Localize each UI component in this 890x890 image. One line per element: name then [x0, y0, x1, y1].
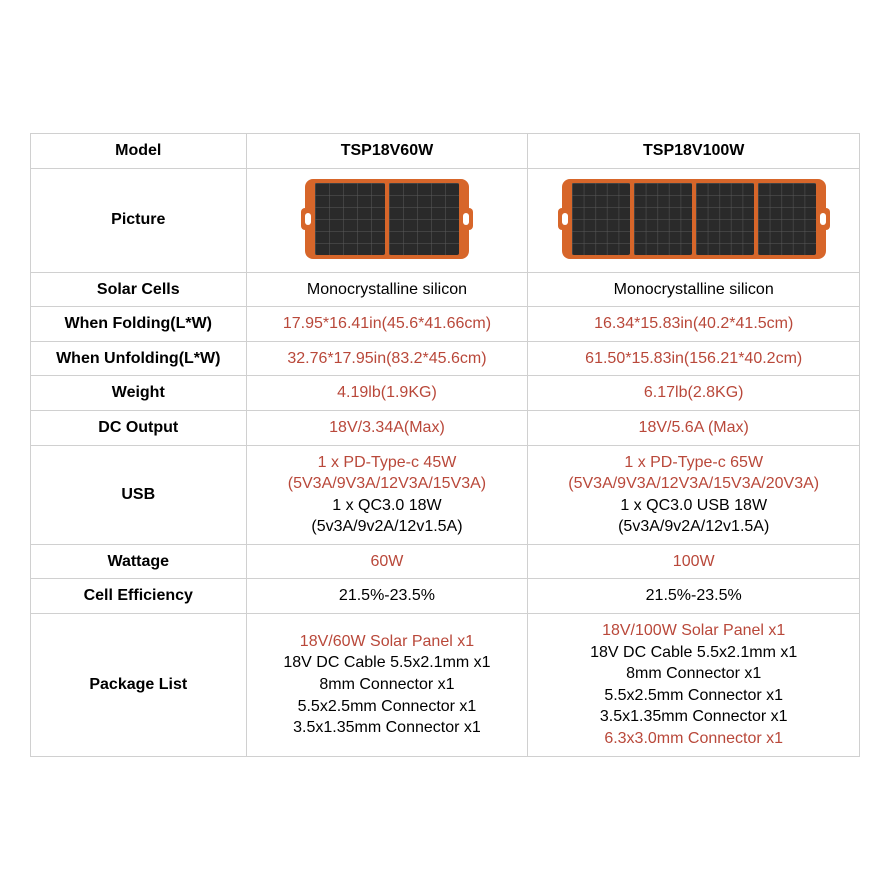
row-solar-cells: Solar Cells Monocrystalline silicon Mono… [31, 272, 860, 307]
value-efficiency-1: 21.5%-23.5% [246, 579, 528, 614]
pkg1-line4: 5.5x2.5mm Connector x1 [253, 696, 522, 718]
pkg1-line2: 18V DC Cable 5.5x2.1mm x1 [253, 652, 522, 674]
pkg2-line3: 8mm Connector x1 [534, 663, 853, 685]
picture-model1 [246, 168, 528, 272]
value-solar-cells-1: Monocrystalline silicon [246, 272, 528, 307]
solar-panel-4cell-icon [562, 179, 826, 259]
usb1-line2: (5V3A/9V3A/12V3A/15V3A) [253, 473, 522, 495]
label-wattage: Wattage [31, 544, 247, 579]
row-dc-output: DC Output 18V/3.34A(Max) 18V/5.6A (Max) [31, 410, 860, 445]
value-folding-1: 17.95*16.41in(45.6*41.66cm) [246, 307, 528, 342]
label-picture: Picture [31, 168, 247, 272]
usb1-line1: 1 x PD-Type-c 45W [253, 452, 522, 474]
row-wattage: Wattage 60W 100W [31, 544, 860, 579]
row-picture: Picture [31, 168, 860, 272]
row-unfolding: When Unfolding(L*W) 32.76*17.95in(83.2*4… [31, 341, 860, 376]
usb1-line4: (5v3A/9v2A/12v1.5A) [253, 516, 522, 538]
label-unfolding: When Unfolding(L*W) [31, 341, 247, 376]
label-usb: USB [31, 445, 247, 544]
value-dc-output-2: 18V/5.6A (Max) [528, 410, 860, 445]
pkg2-line5: 3.5x1.35mm Connector x1 [534, 706, 853, 728]
spec-table-container: Model TSP18V60W TSP18V100W Picture Solar… [30, 133, 860, 756]
value-unfolding-2: 61.50*15.83in(156.21*40.2cm) [528, 341, 860, 376]
spec-table: Model TSP18V60W TSP18V100W Picture Solar… [30, 133, 860, 756]
header-col2: TSP18V100W [528, 134, 860, 169]
usb2-line2: (5V3A/9V3A/12V3A/15V3A/20V3A) [534, 473, 853, 495]
value-package-1: 18V/60W Solar Panel x1 18V DC Cable 5.5x… [246, 614, 528, 757]
value-wattage-1: 60W [246, 544, 528, 579]
label-folding: When Folding(L*W) [31, 307, 247, 342]
value-efficiency-2: 21.5%-23.5% [528, 579, 860, 614]
row-folding: When Folding(L*W) 17.95*16.41in(45.6*41.… [31, 307, 860, 342]
row-package: Package List 18V/60W Solar Panel x1 18V … [31, 614, 860, 757]
label-weight: Weight [31, 376, 247, 411]
value-solar-cells-2: Monocrystalline silicon [528, 272, 860, 307]
pkg1-line5: 3.5x1.35mm Connector x1 [253, 717, 522, 739]
value-weight-2: 6.17lb(2.8KG) [528, 376, 860, 411]
value-folding-2: 16.34*15.83in(40.2*41.5cm) [528, 307, 860, 342]
header-model: Model [31, 134, 247, 169]
value-wattage-2: 100W [528, 544, 860, 579]
pkg2-line2: 18V DC Cable 5.5x2.1mm x1 [534, 642, 853, 664]
value-weight-1: 4.19lb(1.9KG) [246, 376, 528, 411]
row-efficiency: Cell Efficiency 21.5%-23.5% 21.5%-23.5% [31, 579, 860, 614]
pkg1-line3: 8mm Connector x1 [253, 674, 522, 696]
usb2-line1: 1 x PD-Type-c 65W [534, 452, 853, 474]
solar-panel-2cell-icon [305, 179, 469, 259]
row-weight: Weight 4.19lb(1.9KG) 6.17lb(2.8KG) [31, 376, 860, 411]
label-package: Package List [31, 614, 247, 757]
picture-model2 [528, 168, 860, 272]
pkg2-line6: 6.3x3.0mm Connector x1 [534, 728, 853, 750]
usb2-line3: 1 x QC3.0 USB 18W [534, 495, 853, 517]
header-row: Model TSP18V60W TSP18V100W [31, 134, 860, 169]
pkg2-line4: 5.5x2.5mm Connector x1 [534, 685, 853, 707]
header-col1: TSP18V60W [246, 134, 528, 169]
row-usb: USB 1 x PD-Type-c 45W (5V3A/9V3A/12V3A/1… [31, 445, 860, 544]
pkg1-line1: 18V/60W Solar Panel x1 [253, 631, 522, 653]
value-unfolding-1: 32.76*17.95in(83.2*45.6cm) [246, 341, 528, 376]
label-solar-cells: Solar Cells [31, 272, 247, 307]
pkg2-line1: 18V/100W Solar Panel x1 [534, 620, 853, 642]
label-dc-output: DC Output [31, 410, 247, 445]
label-efficiency: Cell Efficiency [31, 579, 247, 614]
usb2-line4: (5v3A/9v2A/12v1.5A) [534, 516, 853, 538]
value-usb-1: 1 x PD-Type-c 45W (5V3A/9V3A/12V3A/15V3A… [246, 445, 528, 544]
usb1-line3: 1 x QC3.0 18W [253, 495, 522, 517]
value-dc-output-1: 18V/3.34A(Max) [246, 410, 528, 445]
value-usb-2: 1 x PD-Type-c 65W (5V3A/9V3A/12V3A/15V3A… [528, 445, 860, 544]
value-package-2: 18V/100W Solar Panel x1 18V DC Cable 5.5… [528, 614, 860, 757]
